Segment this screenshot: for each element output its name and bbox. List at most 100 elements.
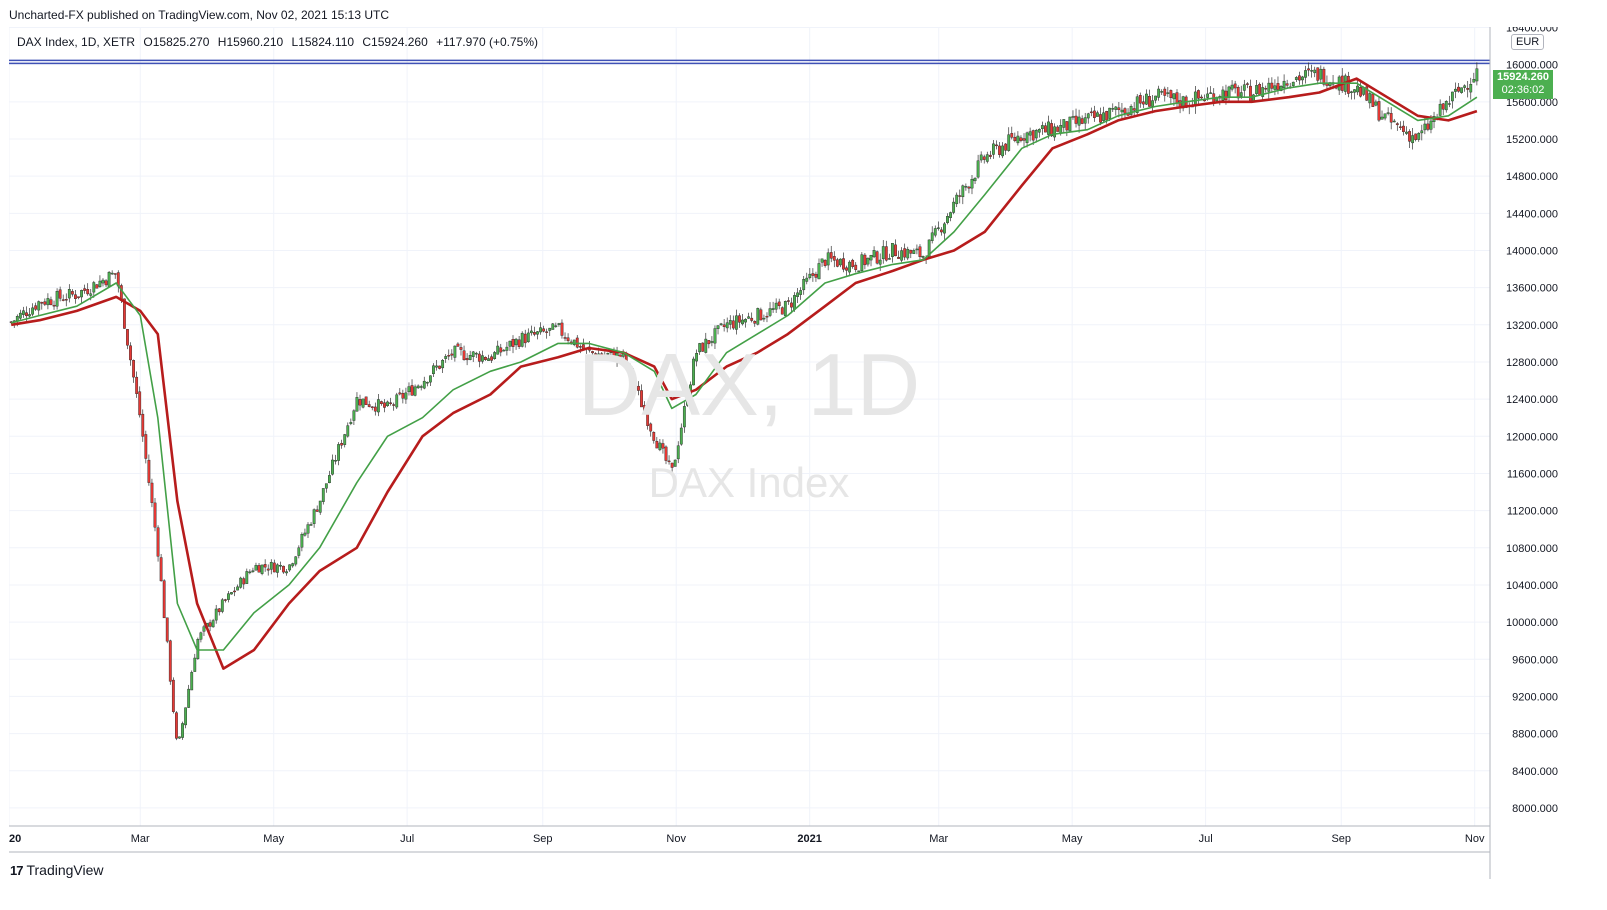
candle-body [523,333,527,344]
candle-body [428,375,432,383]
candle [1169,89,1173,105]
candle [930,226,934,244]
candle-body [814,273,818,278]
candle-body [820,258,824,263]
slow-ma-line [10,77,1478,670]
candle-body [768,308,772,316]
candle [851,258,855,269]
candle-body [988,154,992,157]
candle [786,297,790,305]
candle-body [1044,125,1047,133]
x-tick-label: 2021 [797,833,821,845]
candle [1353,89,1356,100]
candle-body [25,312,28,317]
candle-body [1304,70,1307,78]
candle [288,564,292,572]
candle-body [135,376,139,394]
candle [1148,89,1151,107]
currency-button[interactable]: EUR [1511,34,1545,50]
candle-body [881,246,885,260]
candle-body [1102,112,1105,121]
candle-body [783,301,787,317]
candle-body [129,345,132,361]
candle [432,363,435,378]
candle [1056,125,1060,132]
candle [799,287,803,300]
candle-body [998,145,1001,155]
candle [1460,87,1463,94]
candle-body [1157,88,1161,98]
candle [49,296,53,306]
candle-body [1383,113,1387,119]
candle-body [661,443,665,449]
candle-body [536,331,539,335]
candle [777,298,781,310]
candle-body [741,319,744,325]
x-tick-label: Jul [1199,833,1213,845]
candle-body [921,256,925,258]
tradingview-branding[interactable]: 17 TradingView [10,862,104,878]
candle [334,454,337,465]
x-tick-label: Mar [929,833,948,845]
candle [331,454,334,476]
candle-body [1129,106,1133,115]
candle [903,243,907,261]
candle-body [909,249,913,254]
candle-body [1444,101,1448,111]
candle [18,309,22,320]
candle [943,221,946,240]
candle [1307,62,1310,77]
candle [884,240,888,262]
candle [517,335,521,349]
candle-body [1353,89,1356,93]
candle [373,402,377,416]
candle-body [242,578,246,585]
y-tick-label: 13200.000 [1506,320,1558,332]
candle-body [74,294,77,299]
candle [86,283,90,296]
candle-body [80,290,83,298]
y-tick-label: 14400.000 [1506,208,1558,220]
candle-body [985,154,989,162]
candle [346,422,350,438]
candle-body [793,295,796,310]
candle-body [686,400,689,406]
candle [248,569,252,575]
candle-body [1096,112,1099,117]
candle [279,561,282,570]
y-tick-label: 11600.000 [1507,468,1558,480]
candle [386,400,389,407]
candle [239,576,243,589]
candle [554,322,558,328]
candle-body [802,279,806,291]
candle [260,564,264,576]
candle [664,445,668,465]
candle-body [1454,88,1457,92]
candle-body [438,365,441,369]
candle [1420,124,1424,141]
candle-body [839,258,842,266]
candle [670,462,674,473]
candle-body [126,329,129,346]
candle [312,508,316,528]
candle [857,270,861,273]
candle [618,354,622,364]
candle [1450,91,1454,109]
candle-body [915,248,919,251]
candle [101,278,105,287]
candle [1402,120,1405,136]
y-tick-label: 15200.000 [1506,134,1558,146]
candle [1197,89,1200,106]
candle [790,297,793,314]
chart-canvas[interactable]: DAX, 1D DAX Index 8000.000 8400.000 8800.0… [9,27,1590,879]
candle-body [1294,77,1298,80]
candle [637,381,640,396]
candle [487,354,490,361]
ohlc-open: O15825.270 [143,35,210,49]
candle-body [349,422,353,424]
candle [257,562,261,573]
candle-body [600,353,604,356]
candle-body [413,386,417,396]
candle [765,312,769,323]
candle-body [1307,68,1310,71]
